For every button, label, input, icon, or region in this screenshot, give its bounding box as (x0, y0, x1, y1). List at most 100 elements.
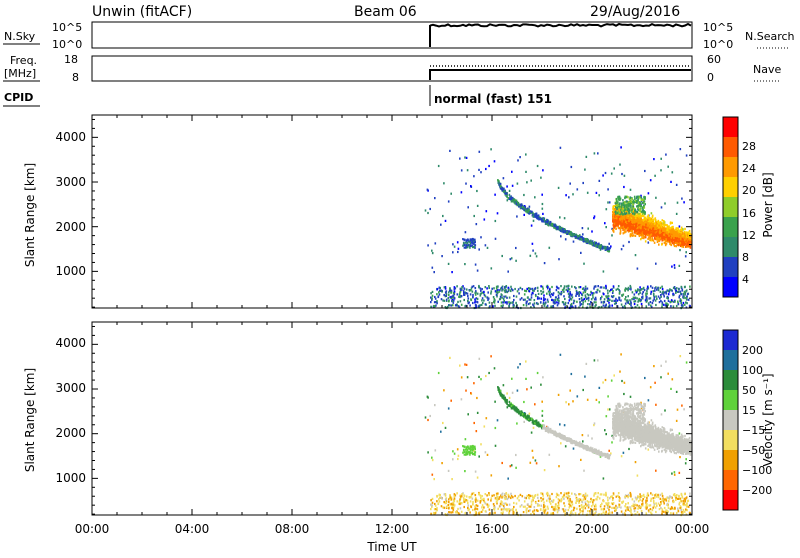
power-cell (518, 288, 520, 290)
power-cell (571, 298, 573, 300)
power-cell (464, 294, 466, 296)
power-cell (448, 300, 450, 302)
velocity-cell (621, 501, 623, 503)
power-ylabel: Slant Range [km] (23, 163, 37, 267)
power-cell (615, 213, 617, 215)
power-cell (568, 196, 570, 198)
power-cell (516, 296, 518, 298)
power-cell (537, 287, 539, 289)
power-cell (605, 247, 607, 249)
power-cell (478, 248, 480, 250)
power-cell (478, 169, 480, 171)
power-cell (580, 286, 582, 288)
power-cell (508, 197, 510, 199)
power-cell (491, 288, 493, 290)
power-cell (486, 296, 488, 298)
power-cbar-tick-4: 4 (742, 273, 749, 286)
power-colorbar (723, 117, 738, 297)
power-cell (466, 157, 468, 159)
velocity-cell (461, 511, 463, 513)
velocity-cell (587, 510, 589, 512)
power-cell (676, 305, 678, 307)
power-cell (528, 299, 530, 301)
power-cell (469, 241, 471, 243)
power-cell (646, 290, 648, 292)
power-cell (648, 192, 650, 194)
power-cell (476, 190, 478, 192)
power-cell (549, 289, 551, 291)
power-cell (572, 296, 574, 298)
power-cell (635, 228, 637, 230)
power-cell (670, 305, 672, 307)
power-cell (493, 301, 495, 303)
velocity-cell (634, 510, 636, 512)
power-cell (497, 212, 499, 214)
power-cell (632, 211, 634, 213)
power-cell (530, 299, 532, 301)
velocity-cell (520, 505, 522, 507)
power-cell (639, 215, 641, 217)
power-cell (638, 213, 640, 215)
power-scatter (425, 146, 692, 309)
power-cell (680, 148, 682, 150)
power-cell (624, 226, 626, 228)
power-cell (551, 293, 553, 295)
power-cell (643, 219, 645, 221)
power-cell (644, 197, 646, 199)
velocity-cell (564, 505, 566, 507)
power-cell (627, 217, 629, 219)
power-cell (504, 192, 506, 194)
power-cell (605, 172, 607, 174)
velocity-cell (451, 511, 453, 513)
power-cell (571, 166, 573, 168)
power-cell (529, 290, 531, 292)
power-cell (483, 299, 485, 301)
power-cell (634, 213, 636, 215)
velocity-cell (612, 497, 614, 499)
velocity-cell (501, 504, 503, 506)
power-cell (461, 286, 463, 288)
velocity-cell (650, 500, 652, 502)
power-cell (634, 232, 636, 234)
power-cell (643, 232, 645, 234)
power-ytick-3000: 3000 (55, 175, 86, 189)
power-cell (595, 242, 597, 244)
power-cell (678, 230, 680, 232)
velocity-cell (688, 506, 690, 508)
power-cell (616, 200, 618, 202)
power-cell (460, 300, 462, 302)
power-cell (649, 239, 651, 241)
velocity-cell (549, 496, 551, 498)
power-cell (620, 146, 622, 148)
power-cell (641, 211, 643, 213)
power-cell (634, 198, 636, 200)
power-cell (475, 292, 477, 294)
power-cell (534, 196, 536, 198)
power-cell (622, 224, 624, 226)
power-cell (543, 294, 545, 296)
power-cell (662, 230, 664, 232)
power-cell (467, 293, 469, 295)
power-cell (542, 291, 544, 293)
power-cell (615, 300, 617, 302)
power-cell (487, 299, 489, 301)
power-cell (452, 304, 454, 306)
power-cell (650, 179, 652, 181)
power-cell (501, 301, 503, 303)
power-cell (616, 198, 618, 200)
power-cell (451, 304, 453, 306)
power-cbar-tick-28: 28 (742, 140, 756, 153)
power-cell (523, 207, 525, 209)
power-cell (639, 290, 641, 292)
power-cell (472, 294, 474, 296)
velocity-cell (496, 501, 498, 503)
power-cell (450, 289, 452, 291)
power-cell (651, 225, 653, 227)
power-colorbar-segment (723, 137, 738, 157)
power-cell (454, 291, 456, 293)
power-cell (665, 154, 667, 156)
power-cell (639, 222, 641, 224)
power-cell (639, 286, 641, 288)
power-cell (677, 301, 679, 303)
power-cell (494, 305, 496, 307)
